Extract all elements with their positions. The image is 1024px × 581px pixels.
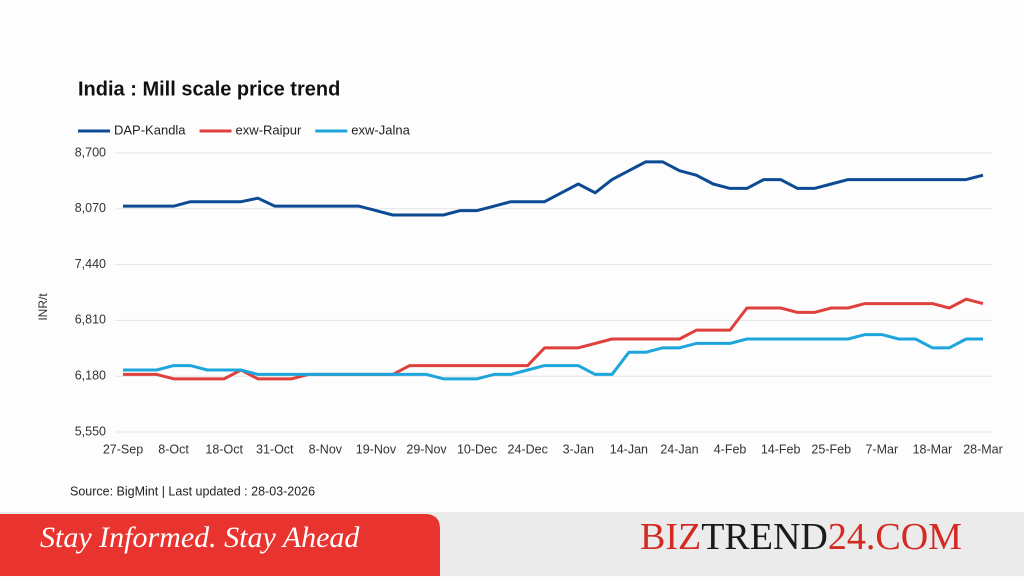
y-tick-label: 8,700 (75, 145, 106, 159)
brand-part: TREND (701, 516, 828, 558)
x-tick-label: 7-Mar (865, 442, 898, 456)
x-tick-label: 8-Nov (309, 442, 343, 456)
brand-part: BIZ (640, 516, 701, 558)
y-tick-label: 7,440 (75, 257, 106, 271)
legend-label: exw-Jalna (351, 122, 410, 137)
y-tick-label: 8,070 (75, 201, 106, 215)
x-tick-label: 4-Feb (714, 442, 747, 456)
series-line (123, 333, 983, 381)
source-note: Source: BigMint | Last updated : 28-03-2… (70, 484, 315, 498)
x-tick-label: 14-Feb (761, 442, 801, 456)
y-tick-label: 5,550 (75, 424, 106, 438)
brand-part: .COM (866, 516, 962, 558)
x-tick-label: 3-Jan (563, 442, 594, 456)
y-axis-label: INR/t (36, 293, 50, 321)
x-tick-label: 8-Oct (158, 442, 189, 456)
x-tick-label: 18-Oct (205, 442, 243, 456)
x-tick-label: 24-Dec (508, 442, 548, 456)
x-tick-label: 27-Sep (103, 442, 143, 456)
tagline: Stay Informed. Stay Ahead (40, 521, 360, 554)
x-tick-label: 28-Mar (963, 442, 1003, 456)
tagline-box (0, 514, 440, 576)
x-tick-label: 29-Nov (406, 442, 447, 456)
x-tick-label: 24-Jan (660, 442, 698, 456)
brand: BIZTREND24.COM (640, 516, 962, 558)
legend-label: DAP-Kandla (114, 122, 186, 137)
background (0, 0, 1024, 512)
x-tick-label: 14-Jan (610, 442, 648, 456)
x-tick-label: 25-Feb (811, 442, 851, 456)
y-tick-label: 6,810 (75, 313, 106, 327)
brand-part: 24 (828, 516, 866, 558)
series-line (123, 160, 984, 217)
chart-title: India : Mill scale price trend (78, 78, 340, 100)
legend-label: exw-Raipur (236, 122, 302, 137)
y-tick-label: 6,180 (75, 368, 106, 382)
x-tick-label: 31-Oct (256, 442, 294, 456)
x-tick-label: 18-Mar (913, 442, 953, 456)
x-tick-label: 10-Dec (457, 442, 497, 456)
x-tick-label: 19-Nov (356, 442, 397, 456)
series-line (123, 297, 984, 381)
